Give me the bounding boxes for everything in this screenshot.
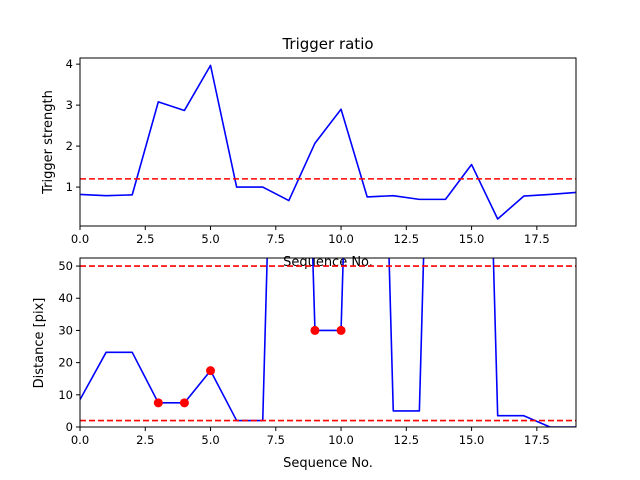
bottom-chart-ytick-label: 0 bbox=[66, 420, 73, 434]
bottom-chart-marker bbox=[153, 398, 163, 408]
bottom-chart: Distance [pix] Sequence No. 0.0 2.5 5.0 7.5… bbox=[32, 257, 577, 471]
bottom-chart-ylabel: Distance [pix] bbox=[32, 298, 47, 389]
top-chart-series-line bbox=[80, 64, 576, 220]
bottom-chart-ytick-label: 20 bbox=[58, 356, 73, 370]
top-chart: Trigger ratio Trigger strength Sequence … bbox=[41, 35, 577, 270]
bottom-chart-xtick-label: 0.0 bbox=[71, 433, 89, 447]
bottom-chart-xtick-label: 12.5 bbox=[394, 433, 420, 447]
top-chart-plot-area bbox=[80, 64, 576, 220]
top-chart-xtick-label: 10.0 bbox=[328, 232, 354, 246]
top-chart-title: Trigger ratio bbox=[281, 35, 373, 53]
top-chart-ytick-label: 3 bbox=[66, 98, 73, 112]
bottom-chart-xlabel: Sequence No. bbox=[283, 456, 373, 471]
bottom-chart-marker bbox=[206, 366, 216, 376]
top-chart-ytick-label: 2 bbox=[66, 139, 73, 153]
top-chart-xtick-label: 12.5 bbox=[394, 232, 420, 246]
top-chart-ylabel: Trigger strength bbox=[41, 90, 56, 195]
bottom-chart-xtick-label: 17.5 bbox=[524, 433, 550, 447]
bottom-chart-marker bbox=[310, 325, 320, 335]
top-chart-ytick-label: 4 bbox=[66, 57, 73, 71]
bottom-chart-xtick-label: 2.5 bbox=[136, 433, 154, 447]
bottom-chart-xtick-label: 7.5 bbox=[267, 433, 285, 447]
bottom-chart-xtick-label: 15.0 bbox=[459, 433, 485, 447]
top-chart-xlabel: Sequence No. bbox=[283, 255, 373, 270]
bottom-chart-series-line bbox=[80, 258, 576, 427]
bottom-chart-xtick-label: 10.0 bbox=[328, 433, 354, 447]
top-chart-xtick-label: 7.5 bbox=[267, 232, 285, 246]
bottom-chart-frame bbox=[79, 257, 577, 428]
top-chart-xtick-label: 5.0 bbox=[201, 232, 219, 246]
bottom-chart-marker bbox=[336, 325, 346, 335]
top-chart-xtick-label: 0.0 bbox=[71, 232, 89, 246]
top-chart-xtick-label: 2.5 bbox=[136, 232, 154, 246]
bottom-chart-plot-area bbox=[80, 258, 576, 427]
top-chart-ytick-label: 1 bbox=[66, 180, 73, 194]
bottom-chart-marker bbox=[179, 398, 189, 408]
bottom-chart-ytick-label: 10 bbox=[58, 388, 73, 402]
top-chart-frame bbox=[79, 57, 577, 227]
top-chart-xtick-label: 17.5 bbox=[524, 232, 550, 246]
bottom-chart-ytick-label: 30 bbox=[58, 323, 73, 337]
bottom-chart-ytick-label: 50 bbox=[58, 259, 73, 273]
bottom-chart-xtick-label: 5.0 bbox=[201, 433, 219, 447]
bottom-chart-ytick-label: 40 bbox=[58, 291, 73, 305]
top-chart-xtick-label: 15.0 bbox=[459, 232, 485, 246]
